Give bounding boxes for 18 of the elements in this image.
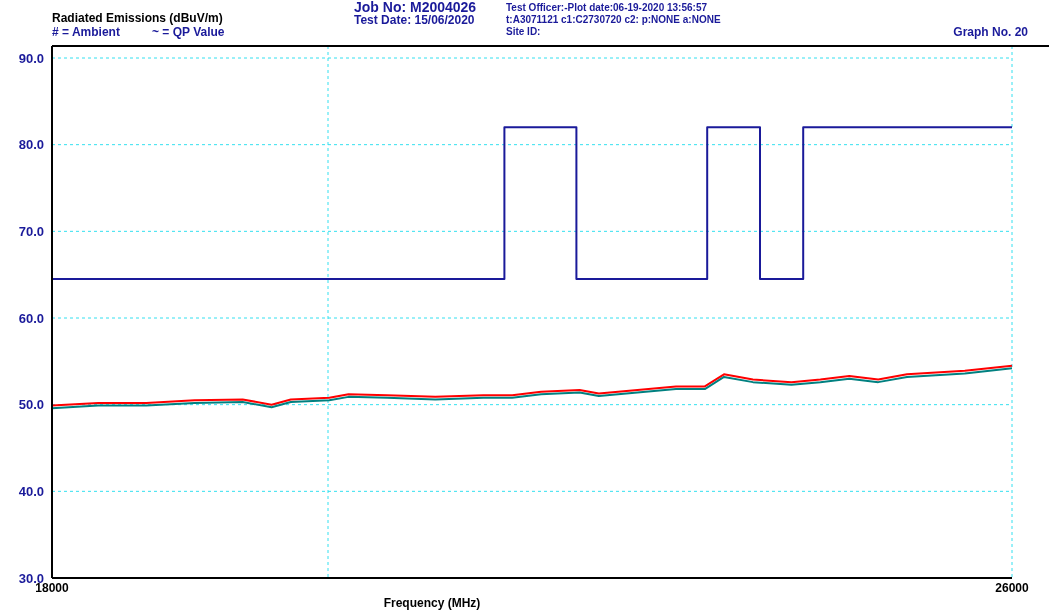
text: Job No: M2004026 (354, 0, 477, 15)
y-tick-label: 90.0 (18, 50, 44, 66)
x-axis-title: Frequency (MHz) (383, 596, 481, 610)
text: Graph No. 20 (953, 25, 1029, 39)
text: Test Date: 15/06/2020 (354, 13, 475, 27)
y-tick-label: 40.0 (18, 483, 44, 499)
chart-title: Radiated Emissions (dBuV/m) (52, 11, 223, 25)
y-tick-label: 80.0 (18, 137, 44, 153)
y-tick-label: 70.0 (18, 223, 44, 239)
x-tick-label: 18000 (35, 581, 70, 595)
x-tick-label: 26000 (995, 581, 1030, 595)
text: ~ = QP Value (152, 25, 225, 39)
text: Test Officer:-Plot date:06-19-2020 13:56:57 (506, 2, 708, 13)
y-tick-label: 50.0 (18, 397, 44, 413)
text: # = Ambient (52, 25, 120, 39)
text: t:A3071121 c1:C2730720 c2: p:NONE a:NONE (506, 14, 721, 25)
text: Site ID: (506, 26, 541, 37)
y-tick-label: 60.0 (18, 310, 44, 326)
